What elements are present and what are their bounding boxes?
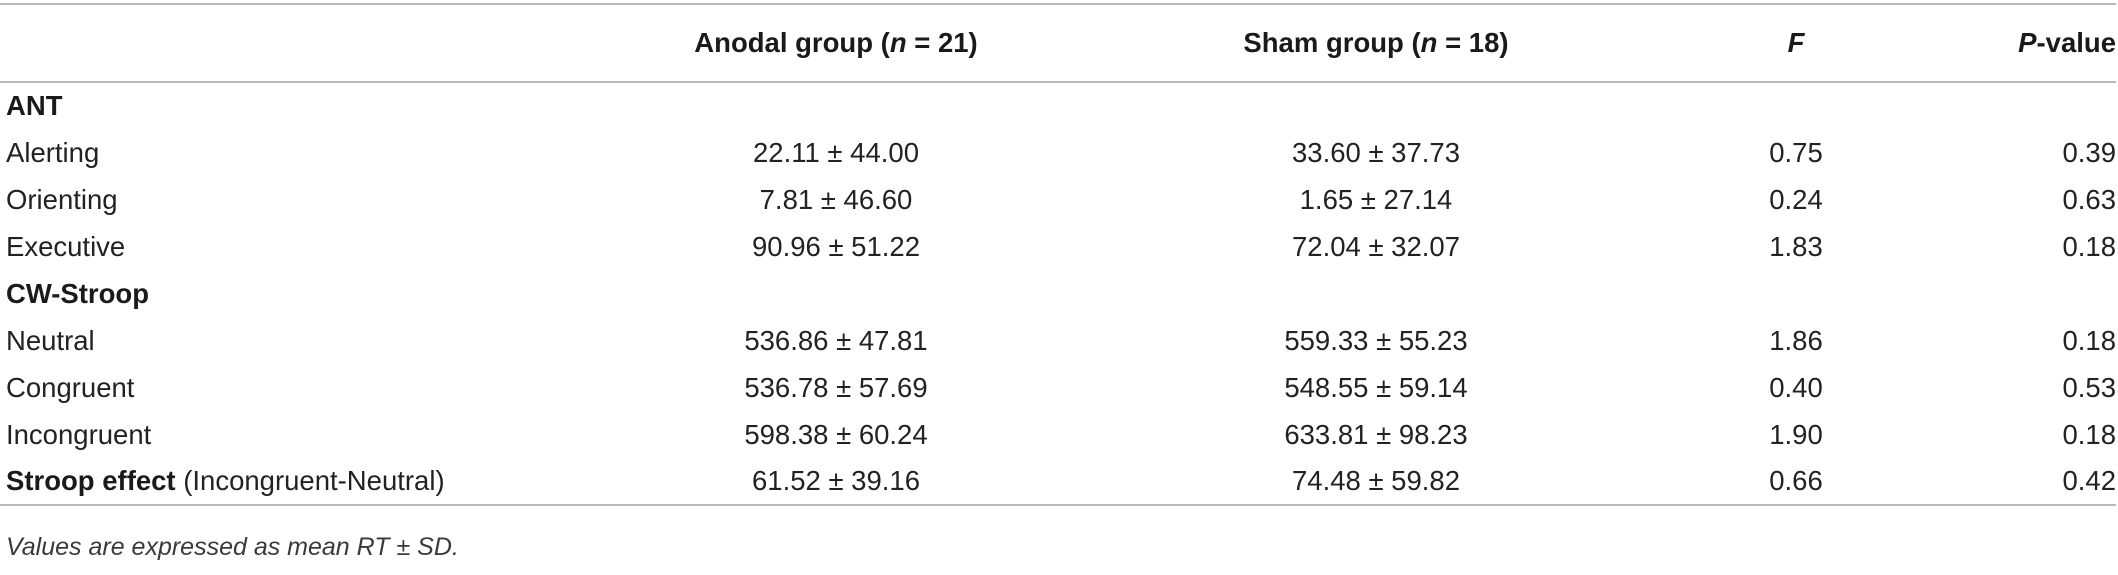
stroop-effect-bold: Stroop effect [6,465,176,496]
header-sham-n: n [1420,27,1438,58]
anodal-value: 22.11 ± 44.00 [753,136,919,168]
sham-value: 559.33 ± 55.23 [1284,324,1468,356]
header-p-italic: P [2018,27,2037,58]
header-sham-post: = 18) [1437,27,1509,58]
sham-value: 72.04 ± 32.07 [1291,230,1460,262]
section-row-ant: ANT [0,82,2116,129]
table-row-stroop-effect: Stroop effect (Incongruent-Neutral) 61.5… [0,458,2116,506]
f-value: 0.40 [1769,371,1823,403]
header-p-value: P-value [1946,3,2116,83]
p-value: 0.42 [1946,458,2116,506]
section-row-cw-stroop: CW-Stroop [0,270,2116,317]
anodal-value: 61.52 ± 39.16 [566,458,1106,506]
row-label: Alerting [6,136,100,168]
sham-value: 548.55 ± 59.14 [1284,371,1468,403]
header-label-cell [0,3,566,83]
f-value: 0.75 [1769,136,1823,168]
table-row: Alerting 22.11 ± 44.00 33.60 ± 37.73 0.7… [0,129,2116,176]
results-table: Anodal group (n = 21) Sham group (n = 18… [0,3,2116,506]
row-label: Orienting [6,183,118,215]
f-value: 1.90 [1769,418,1823,450]
section-title-ant: ANT [6,90,63,121]
header-anodal-group: Anodal group (n = 21) [566,3,1106,83]
sham-value: 33.60 ± 37.73 [1291,136,1460,168]
anodal-value: 598.38 ± 60.24 [744,418,928,450]
header-sham-group: Sham group (n = 18) [1106,3,1646,83]
p-value: 0.39 [2062,136,2116,168]
row-label: Congruent [6,371,135,403]
header-f-label: F [1787,27,1805,58]
f-value: 1.83 [1769,230,1823,262]
row-label: Executive [6,230,126,262]
table-row: Congruent 536.78 ± 57.69 548.55 ± 59.14 … [0,364,2116,411]
row-label-stroop-effect: Stroop effect (Incongruent-Neutral) [0,458,566,506]
header-p-rest: -value [2036,27,2116,58]
f-value: 1.86 [1769,324,1823,356]
table-row: Incongruent 598.38 ± 60.24 633.81 ± 98.2… [0,411,2116,458]
anodal-value: 536.78 ± 57.69 [744,371,928,403]
p-value: 0.53 [2062,371,2116,403]
row-label: Incongruent [6,418,152,450]
header-anodal-n: n [889,27,907,58]
p-value: 0.18 [2062,324,2116,356]
f-value: 0.24 [1769,183,1823,215]
sham-value: 74.48 ± 59.82 [1106,458,1646,506]
header-anodal-post: = 21) [906,27,978,58]
anodal-value: 536.86 ± 47.81 [744,324,928,356]
sham-value: 633.81 ± 98.23 [1284,418,1468,450]
sham-value: 1.65 ± 27.14 [1299,183,1453,215]
header-f: F [1646,3,1946,83]
section-title-cw-stroop: CW-Stroop [6,277,150,309]
anodal-value: 7.81 ± 46.60 [759,183,913,215]
anodal-value: 90.96 ± 51.22 [751,230,920,262]
header-anodal-pre: Anodal group ( [694,27,890,58]
table-footnote: Values are expressed as mean RT ± SD. [6,533,459,561]
table-row: Neutral 536.86 ± 47.81 559.33 ± 55.23 1.… [0,317,2116,364]
header-sham-pre: Sham group ( [1243,27,1421,58]
p-value: 0.63 [2062,183,2116,215]
f-value: 0.66 [1646,458,1946,506]
p-value: 0.18 [2062,230,2116,262]
table-row: Orienting 7.81 ± 46.60 1.65 ± 27.14 0.24… [0,176,2116,223]
header-row: Anodal group (n = 21) Sham group (n = 18… [0,3,2116,83]
row-label: Neutral [6,324,95,356]
table-row: Executive 90.96 ± 51.22 72.04 ± 32.07 1.… [0,223,2116,270]
p-value: 0.18 [2062,418,2116,450]
stroop-effect-rest: (Incongruent-Neutral) [175,465,445,496]
